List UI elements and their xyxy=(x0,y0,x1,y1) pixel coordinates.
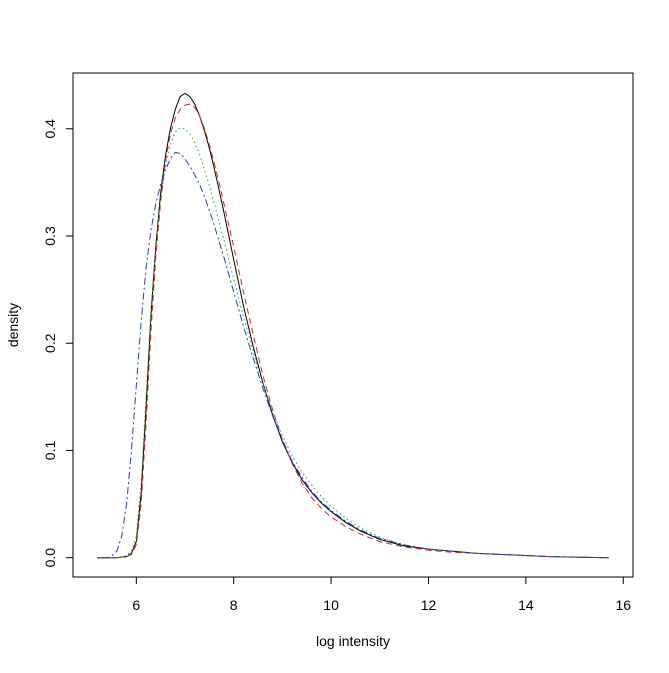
y-axis: 0.0 0.1 0.2 0.3 0.4 xyxy=(42,119,73,568)
plot-frame xyxy=(72,72,634,578)
x-tick-label: 10 xyxy=(323,597,339,613)
x-axis: 6 8 10 12 14 16 xyxy=(132,577,631,613)
x-tick-label: 16 xyxy=(615,597,631,613)
x-tick-label: 12 xyxy=(421,597,437,613)
density-line-series-3 xyxy=(97,127,609,559)
x-tick-label: 14 xyxy=(518,597,534,613)
density-line-series-1 xyxy=(97,92,609,559)
density-line-series-2 xyxy=(97,103,609,559)
y-tick-label: 0.0 xyxy=(42,548,58,568)
density-line-series-4 xyxy=(97,151,609,559)
y-tick-label: 0.3 xyxy=(42,226,58,246)
x-axis-label: log intensity xyxy=(316,633,390,649)
y-tick-label: 0.1 xyxy=(42,441,58,461)
y-tick-label: 0.4 xyxy=(42,119,58,139)
series-layer xyxy=(97,92,609,559)
x-tick-label: 8 xyxy=(230,597,238,613)
x-tick-label: 6 xyxy=(132,597,140,613)
y-tick-label: 0.2 xyxy=(42,333,58,353)
y-axis-label: density xyxy=(5,303,21,347)
